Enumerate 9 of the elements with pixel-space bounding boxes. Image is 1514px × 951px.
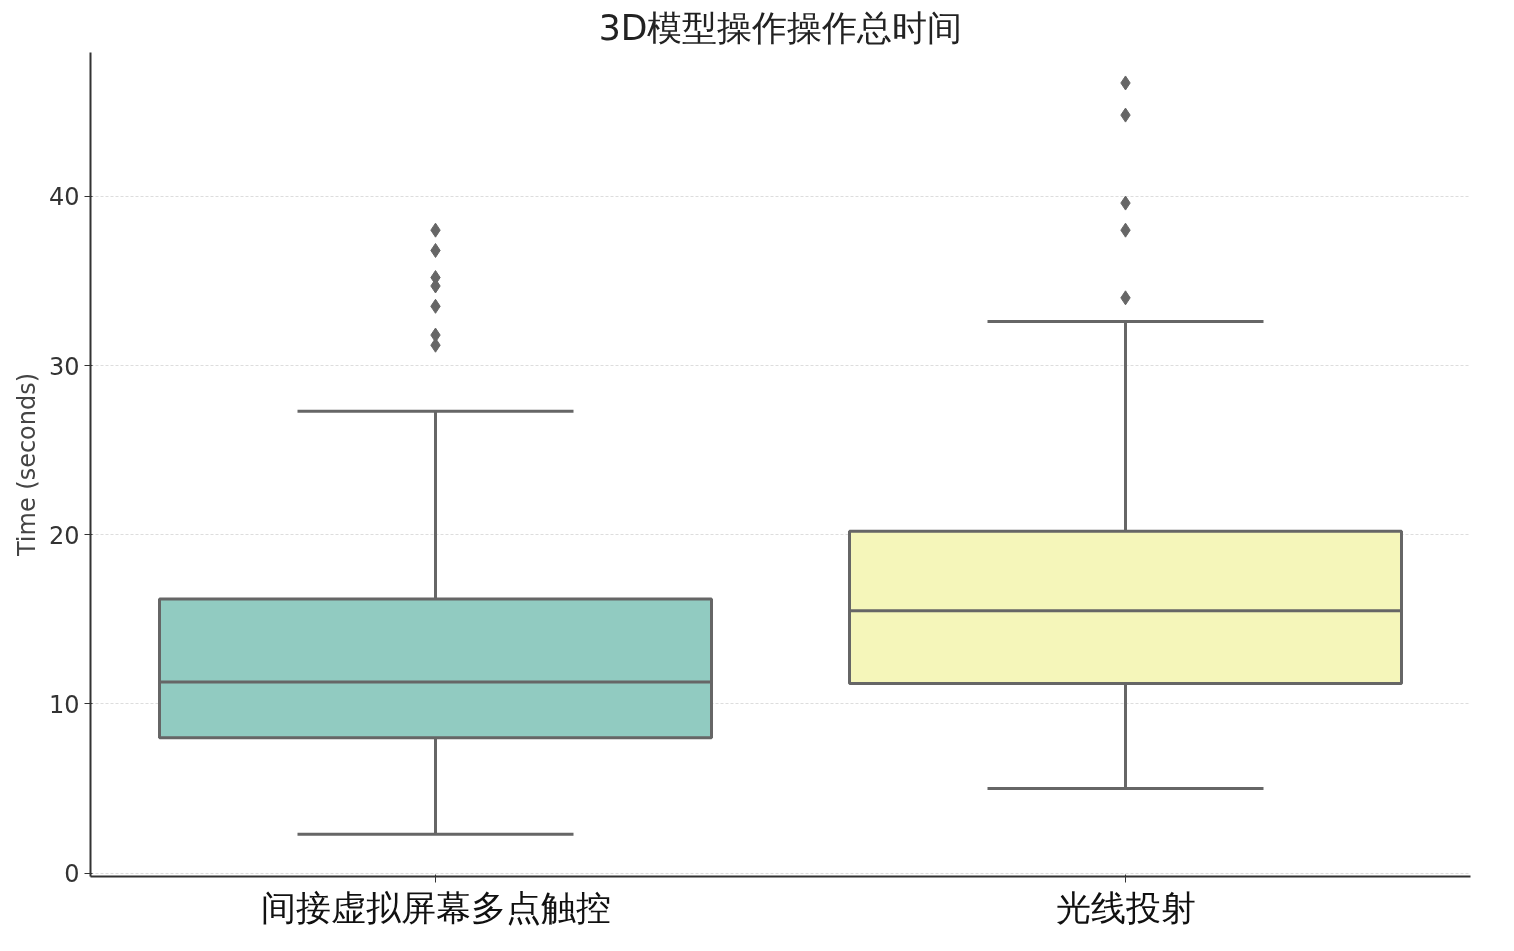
x-tick-label: 光线投射 [1055, 887, 1196, 928]
y-tick-label: 20 [48, 521, 80, 550]
x-tick-label: 间接虚拟屏幕多点触控 [260, 887, 611, 928]
chart-title: 3D模型操作操作总时间 [598, 7, 963, 48]
y-tick-label: 40 [48, 183, 80, 212]
y-tick-label: 0 [64, 860, 80, 889]
y-tick-label: 10 [48, 690, 80, 719]
y-axis-title: Time (seconds) [12, 372, 41, 558]
y-tick-label: 30 [48, 352, 80, 381]
